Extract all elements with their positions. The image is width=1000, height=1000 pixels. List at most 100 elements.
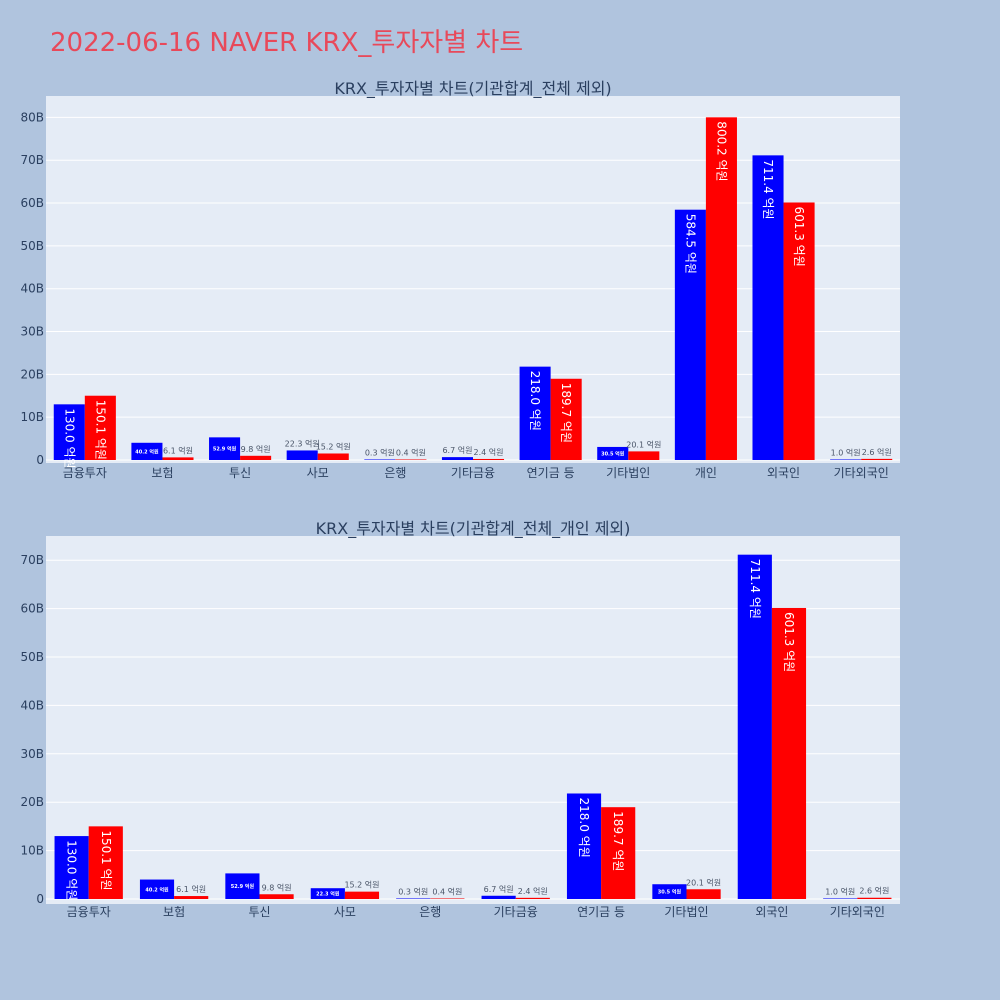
bar xyxy=(628,451,660,460)
chart-subtitle: KRX_투자자별 차트(기관합계_전체_개인 제외) xyxy=(316,519,631,539)
bar xyxy=(396,898,431,899)
x-tick-label: 투신 xyxy=(229,466,251,480)
bar xyxy=(752,155,784,461)
bar-value-label: 9.8 억원 xyxy=(262,882,292,892)
bar xyxy=(823,898,858,899)
bar-value-label: 1.0 억원 xyxy=(831,448,861,458)
bar xyxy=(686,889,721,899)
bar xyxy=(131,442,163,460)
bar xyxy=(481,895,516,899)
bar-value-label: 584.5 억원 xyxy=(683,214,697,274)
bar xyxy=(783,202,815,460)
x-tick-label: 기타금융 xyxy=(451,466,495,480)
x-tick-label: 기타금융 xyxy=(494,905,538,919)
y-tick-label: 80B xyxy=(20,110,44,124)
bar-value-label: 40.2 억원 xyxy=(135,448,159,455)
bar-value-label: 2.4 억원 xyxy=(518,886,548,896)
x-tick-label: 보험 xyxy=(163,905,185,919)
y-tick-label: 20B xyxy=(20,795,44,809)
bar-value-label: 20.1 억원 xyxy=(626,439,661,449)
bar xyxy=(473,458,505,460)
bar-value-label: 2.4 억원 xyxy=(474,447,504,457)
x-tick-label: 외국인 xyxy=(767,466,800,480)
bar xyxy=(566,793,602,899)
bar-value-label: 711.4 억원 xyxy=(761,159,775,219)
bar-value-label: 0.4 억원 xyxy=(432,887,462,897)
y-tick-label: 30B xyxy=(20,747,44,761)
bar-value-label: 800.2 억원 xyxy=(714,121,728,181)
bar-value-label: 6.7 억원 xyxy=(442,445,472,455)
bar xyxy=(84,395,116,460)
bar xyxy=(209,437,241,460)
x-tick-label: 사모 xyxy=(307,466,329,480)
bar xyxy=(515,897,550,899)
bar-value-label: 9.8 억원 xyxy=(241,444,271,454)
bar-value-label: 6.1 억원 xyxy=(176,884,206,894)
y-tick-label: 40B xyxy=(20,698,44,712)
x-tick-label: 외국인 xyxy=(755,905,788,919)
bar-value-label: 52.9 억원 xyxy=(231,883,255,890)
y-tick-label: 70B xyxy=(20,553,44,567)
bar xyxy=(861,458,893,460)
bar-value-label: 150.1 억원 xyxy=(93,400,107,460)
chart-institutional-excluded: 0 10B 20B 30B 40B 50B 60B 70B 80B KRX_투자자별 차트(기관합… xyxy=(20,79,900,480)
bar-value-label: 15.2 억원 xyxy=(344,880,379,890)
bar-value-label: 30.5 억원 xyxy=(658,889,682,896)
bar xyxy=(652,884,687,899)
bar-value-label: 20.1 억원 xyxy=(686,877,721,887)
bar-value-label: 218.0 억원 xyxy=(577,797,591,857)
bar-value-label: 22.3 억원 xyxy=(316,891,340,898)
bar xyxy=(259,894,294,899)
bar-value-label: 601.3 억원 xyxy=(782,612,796,672)
bar xyxy=(674,209,706,460)
x-tick-label: 은행 xyxy=(384,465,406,480)
y-tick-label: 20B xyxy=(20,367,44,381)
x-tick-label: 은행 xyxy=(419,904,441,919)
y-tick-label: 40B xyxy=(20,282,44,296)
bar xyxy=(857,897,892,899)
bar xyxy=(364,459,396,460)
bar xyxy=(395,459,427,460)
bar-value-label: 189.7 억원 xyxy=(611,811,625,871)
bar xyxy=(310,888,345,899)
bar-value-label: 0.3 억원 xyxy=(398,887,428,897)
bar xyxy=(737,554,772,899)
x-tick-label: 연기금 등 xyxy=(577,905,625,919)
x-tick-label: 기타외국인 xyxy=(830,905,885,919)
y-tick-label: 10B xyxy=(20,844,44,858)
bar xyxy=(162,457,194,460)
bar xyxy=(240,455,272,460)
bar-value-label: 6.7 억원 xyxy=(484,884,514,894)
bar-value-label: 2.6 억원 xyxy=(862,447,892,457)
x-tick-label: 연기금 등 xyxy=(527,466,575,480)
bar xyxy=(597,446,629,460)
x-tick-label: 사모 xyxy=(334,905,356,919)
bar-value-label: 150.1 억원 xyxy=(99,830,113,890)
y-tick-label: 60B xyxy=(20,196,44,210)
chart-institutional-individual-excluded: 0 10B 20B 30B 40B 50B 60B 70B KRX_투자자별 차트(기관합계_전… xyxy=(20,519,900,919)
bar xyxy=(88,826,123,899)
x-tick-label: 금융투자 xyxy=(63,466,107,480)
x-tick-label: 기타법인 xyxy=(606,466,650,480)
y-tick-label: 0 xyxy=(36,453,44,467)
bar xyxy=(317,453,349,460)
bar xyxy=(139,879,175,899)
bar-value-label: 1.0 억원 xyxy=(825,887,855,897)
y-tick-label: 0 xyxy=(36,892,44,906)
bar-value-label: 711.4 억원 xyxy=(748,559,762,619)
bar-value-label: 218.0 억원 xyxy=(528,371,542,431)
bar-value-label: 601.3 억원 xyxy=(792,207,806,267)
bar xyxy=(286,450,318,460)
bar xyxy=(344,891,380,899)
bar-value-label: 189.7 억원 xyxy=(559,383,573,443)
bar xyxy=(519,366,551,460)
x-tick-label: 기타외국인 xyxy=(834,466,889,480)
x-tick-label: 투신 xyxy=(248,905,270,919)
bar-value-label: 6.1 억원 xyxy=(163,445,193,455)
x-tick-label: 금융투자 xyxy=(67,905,111,919)
bar xyxy=(441,457,473,460)
y-tick-label: 30B xyxy=(20,325,44,339)
bar xyxy=(771,607,807,899)
bar xyxy=(601,807,636,899)
bar-value-label: 22.3 억원 xyxy=(285,438,320,448)
